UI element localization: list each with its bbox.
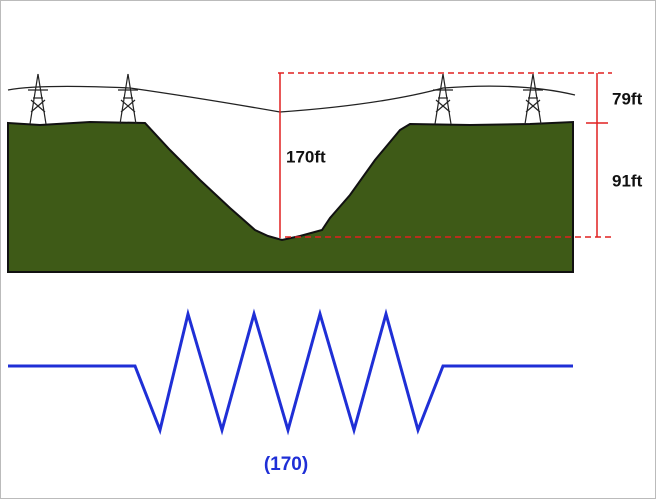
total-height-label: 170ft: [286, 147, 326, 166]
symbol-label: (170): [264, 454, 308, 475]
top-height-label: 79ft: [612, 89, 643, 108]
diagram: 79ft 91ft 170ft (170): [0, 0, 656, 499]
bottom-height-label: 91ft: [612, 171, 643, 190]
